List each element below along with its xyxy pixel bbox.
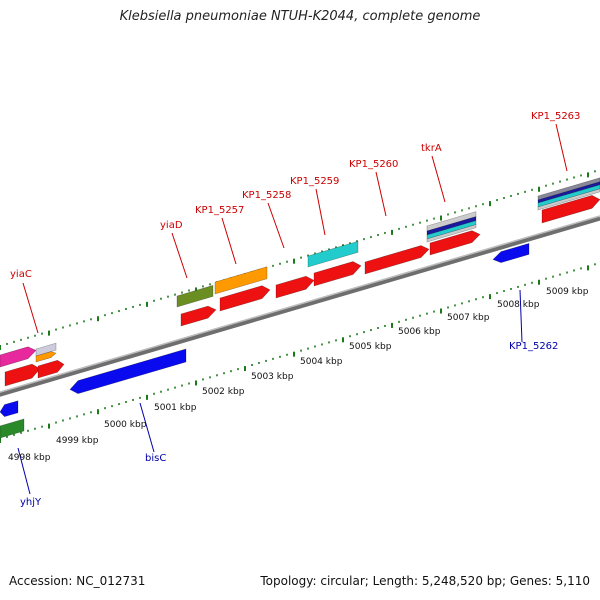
cds-arrow: [429, 230, 481, 256]
label-leader-line: [375, 171, 387, 217]
gene-label-KP1_5260: KP1_5260: [349, 159, 398, 170]
misc-feature: [426, 224, 477, 243]
cds-arrow: [364, 245, 430, 275]
misc-feature: [537, 177, 600, 201]
scale-label: 5006 kbp: [398, 327, 441, 337]
scale-label: 5004 kbp: [300, 357, 343, 367]
topology-summary: Topology: circular; Length: 5,248,520 bp…: [260, 574, 590, 588]
misc-feature: [214, 266, 268, 295]
scale-label: 5001 kbp: [154, 403, 197, 413]
genome-backbone: [0, 215, 600, 397]
inner-scale-ticks: [0, 263, 596, 443]
misc-feature: [537, 184, 600, 208]
label-leader-line: [221, 217, 237, 265]
gene-label-KP1_5263: KP1_5263: [531, 111, 580, 122]
misc-feature: [176, 285, 214, 308]
scale-label: 5007 kbp: [447, 313, 490, 323]
genome-backbone-highlight: [0, 215, 600, 393]
gene-label-KP1_5259: KP1_5259: [290, 176, 339, 187]
accession-text: Accession: NC_012731: [9, 574, 146, 588]
misc-feature: [537, 181, 600, 204]
label-leader-line: [17, 447, 31, 495]
cds-arrow: [180, 305, 217, 327]
gene-label-bisC: bisC: [145, 453, 166, 464]
scale-label: 4999 kbp: [56, 436, 99, 446]
scale-label: 5008 kbp: [497, 300, 540, 310]
label-leader-line: [267, 202, 285, 249]
cds-arrow: [492, 243, 530, 263]
cds-arrow: [0, 400, 19, 418]
gene-label-KP1_5258: KP1_5258: [242, 190, 291, 201]
scale-label: 4998 kbp: [8, 453, 51, 463]
gene-features: [0, 177, 600, 439]
cds-arrow: [275, 275, 315, 299]
misc-feature: [537, 188, 600, 211]
gene-label-tkrA: tkrA: [421, 143, 442, 154]
cds-arrow: [4, 363, 41, 387]
cds-arrow: [219, 285, 271, 312]
label-leaders: [17, 123, 568, 495]
label-leader-line: [555, 123, 568, 172]
label-leader-line: [431, 155, 446, 203]
scale-label: 5002 kbp: [202, 387, 245, 397]
gene-label-yiaD: yiaD: [160, 220, 183, 231]
label-leader-line: [139, 402, 155, 453]
map-title: Klebsiella pneumoniae NTUH-K2044, comple…: [119, 9, 481, 24]
gene-label-KP1_5257: KP1_5257: [195, 205, 244, 216]
gene-label-KP1_5262: KP1_5262: [509, 341, 558, 352]
misc-feature: [35, 351, 57, 363]
cds-arrow: [37, 359, 65, 379]
misc-feature: [0, 418, 25, 439]
misc-feature: [35, 342, 57, 357]
cds-arrow: [69, 348, 187, 394]
label-leader-line: [519, 289, 523, 343]
gene-label-yhjY: yhjY: [20, 497, 42, 508]
scale-label: 5009 kbp: [546, 287, 589, 297]
gene-label-yiaC: yiaC: [10, 269, 32, 280]
scale-label: 5003 kbp: [251, 372, 294, 382]
rna-feature: [0, 346, 37, 368]
label-leader-line: [171, 232, 188, 279]
scale-label: 5000 kbp: [104, 420, 147, 430]
cds-arrow: [313, 261, 362, 287]
misc-feature: [307, 240, 359, 268]
cds-arrow: [541, 194, 600, 224]
label-leader-line: [315, 188, 326, 236]
scale-label: 5005 kbp: [349, 342, 392, 352]
label-leader-line: [22, 282, 39, 334]
